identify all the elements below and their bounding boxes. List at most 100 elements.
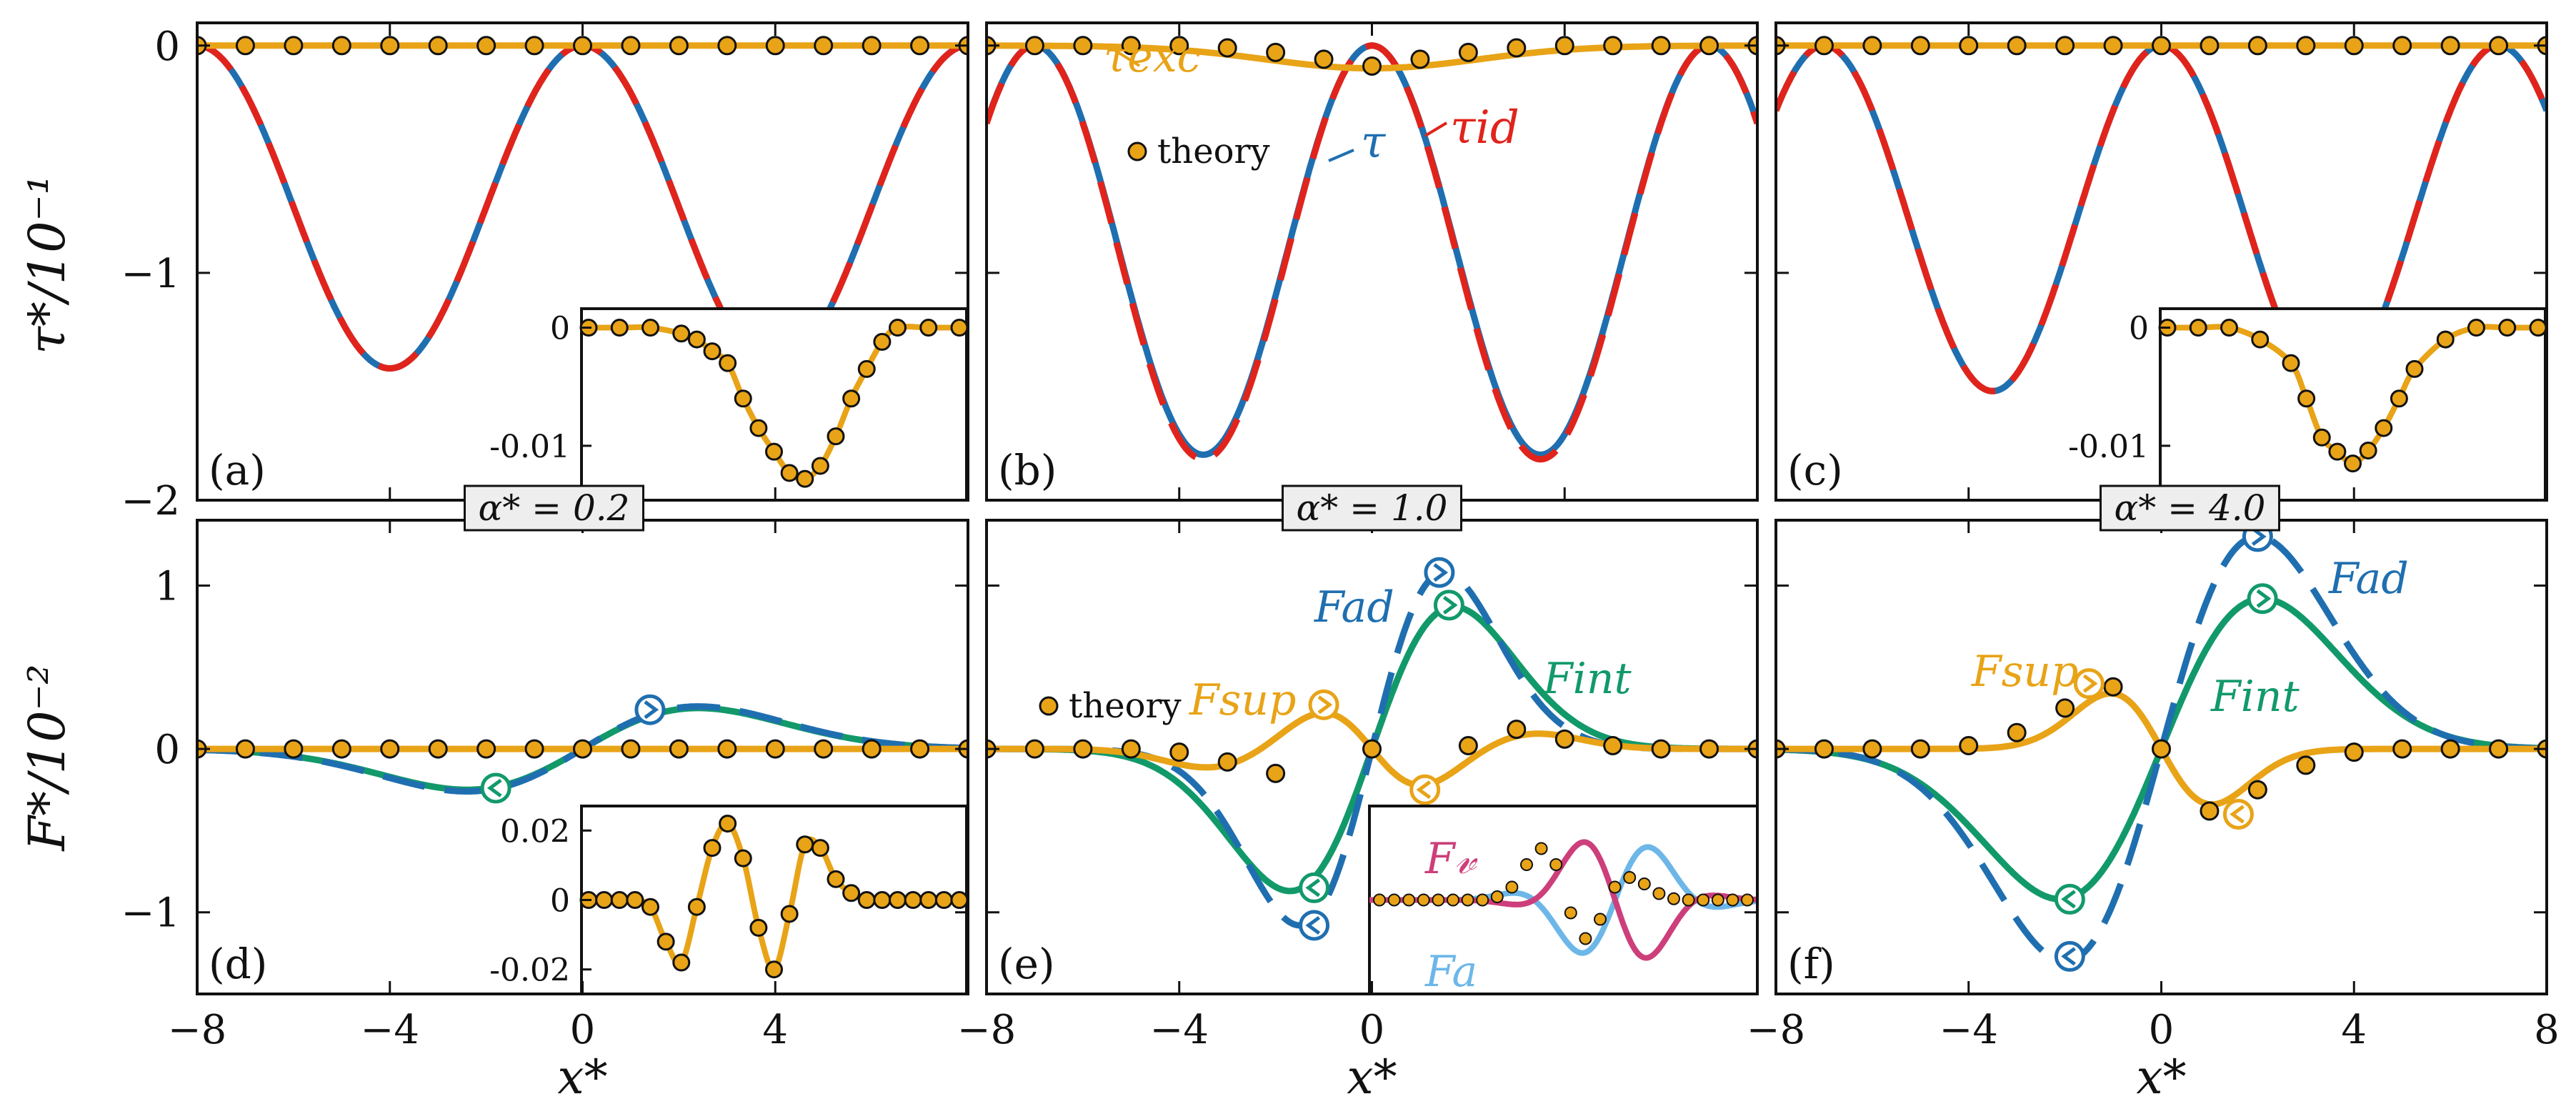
panel-frame — [985, 21, 1759, 502]
extremum-chevron — [1305, 915, 1321, 935]
x-axis-label: x* — [557, 1050, 607, 1105]
theory-point — [2392, 36, 2412, 56]
inset-theory-point — [1637, 877, 1651, 890]
extremum-chevron — [2256, 589, 2272, 608]
theory-point — [1862, 36, 1882, 56]
theory-point — [476, 739, 496, 759]
theory-point — [2297, 389, 2316, 408]
theory-point — [842, 884, 861, 902]
theory-point — [669, 739, 689, 759]
inset-theory-point — [1534, 842, 1548, 855]
extremum-marker — [1299, 910, 1330, 941]
label-f-int-f: Fint — [2210, 672, 2300, 722]
inset: 0 -0.01 — [2068, 307, 2547, 502]
theory-point — [703, 839, 722, 857]
theory-point — [687, 330, 706, 349]
inset-theory-point — [1373, 893, 1386, 907]
inset-theory-point — [1461, 893, 1474, 907]
theory-point — [1507, 38, 1527, 58]
theory-point — [873, 332, 892, 351]
panel-a — [197, 36, 968, 372]
theory-point — [814, 36, 834, 56]
inset-frame — [580, 307, 968, 502]
theory-point — [2359, 441, 2377, 459]
inset-theory-point — [1726, 893, 1739, 907]
inset-theory-point — [1594, 912, 1607, 926]
text-layer: 0 −1 −2 (a) α* = 0.2 (b) α* = 1.0 (c) α* = 4.0 −8… — [18, 24, 2560, 1105]
theory-point — [2440, 36, 2460, 56]
inset-tick-label: -0.02 — [489, 953, 570, 989]
inset-theory-point — [1652, 887, 1666, 900]
panel-f — [1776, 521, 2547, 972]
theory-point — [1024, 36, 1044, 56]
theory-point — [1458, 735, 1478, 755]
theory-point — [703, 342, 722, 361]
inset-theory-point — [1447, 893, 1459, 907]
panel-label: (e) — [998, 940, 1055, 988]
theory-point — [1651, 36, 1671, 56]
inset-theory-point — [1667, 892, 1680, 905]
inset-theory-point — [1520, 858, 1533, 871]
theory-point — [672, 953, 691, 972]
theory-point — [734, 849, 752, 867]
theory-point — [641, 897, 659, 916]
inset-tick-label: -0.01 — [2068, 429, 2149, 465]
inset-label-fv: F𝓋 — [1424, 834, 1479, 884]
theory-point — [749, 419, 768, 437]
theory-point — [1959, 36, 1979, 56]
plot-area — [1776, 36, 2547, 394]
theory-point — [1554, 36, 1574, 56]
theory-point — [331, 36, 351, 56]
inset-theory-point — [1402, 893, 1416, 907]
theory-point — [1910, 739, 1930, 759]
inset-theory-point — [1432, 893, 1445, 907]
theory-point — [719, 815, 737, 833]
theory-point — [765, 739, 785, 759]
extremum-marker — [2054, 883, 2085, 915]
theory-point — [2247, 36, 2267, 56]
x-tick-label: −8 — [957, 1007, 1017, 1053]
extremum-chevron — [1305, 878, 1321, 897]
extremum-marker — [1409, 774, 1441, 805]
x-tick-label: −4 — [1149, 1007, 1209, 1053]
label-f-int-e: Fint — [1542, 654, 1632, 704]
theory-point — [719, 354, 737, 372]
theory-point — [2200, 36, 2220, 56]
theory-point — [1458, 42, 1478, 62]
theory-point — [811, 839, 829, 857]
inset: 0.02 0 -0.02 — [489, 805, 969, 995]
frames-layer — [196, 21, 2548, 995]
inset-theory-point — [1741, 893, 1754, 907]
inset-theory-point — [1579, 932, 1592, 945]
theory-point — [476, 36, 496, 56]
inset-tick-label: 0 — [550, 311, 570, 347]
panel-label: (b) — [998, 446, 1057, 494]
theory-point — [331, 739, 351, 759]
inset-theory-point — [1387, 893, 1401, 907]
label-f-sup-f: Fsup — [1971, 647, 2078, 697]
theory-point — [796, 835, 814, 854]
theory-point — [610, 319, 629, 337]
theory-point — [524, 36, 544, 56]
theory-point — [1169, 742, 1189, 762]
theory-point — [1121, 739, 1141, 759]
theory-point — [2055, 698, 2075, 718]
theory-point — [2467, 319, 2485, 337]
y-tick-label: −1 — [121, 890, 180, 937]
theory-point — [910, 739, 930, 759]
extremum-chevron — [1317, 695, 1333, 715]
theory-point — [621, 739, 641, 759]
extremum-chevron — [1416, 780, 1432, 800]
theory-point — [2344, 454, 2362, 473]
theory-point — [2405, 359, 2424, 378]
y-tick-label: −2 — [121, 478, 180, 524]
series-f-ad — [1776, 533, 2547, 965]
curves-layer: 0 -0.01 0 -0.01 0.02 0 -0.02 — [197, 36, 2547, 995]
theory-point — [1699, 36, 1719, 56]
extremum-marker — [2247, 583, 2278, 615]
inset-theory-point — [1417, 893, 1430, 907]
theory-point — [2103, 677, 2123, 697]
theory-point — [2489, 36, 2509, 56]
theory-point — [1073, 739, 1093, 759]
theory-point — [1121, 36, 1141, 56]
